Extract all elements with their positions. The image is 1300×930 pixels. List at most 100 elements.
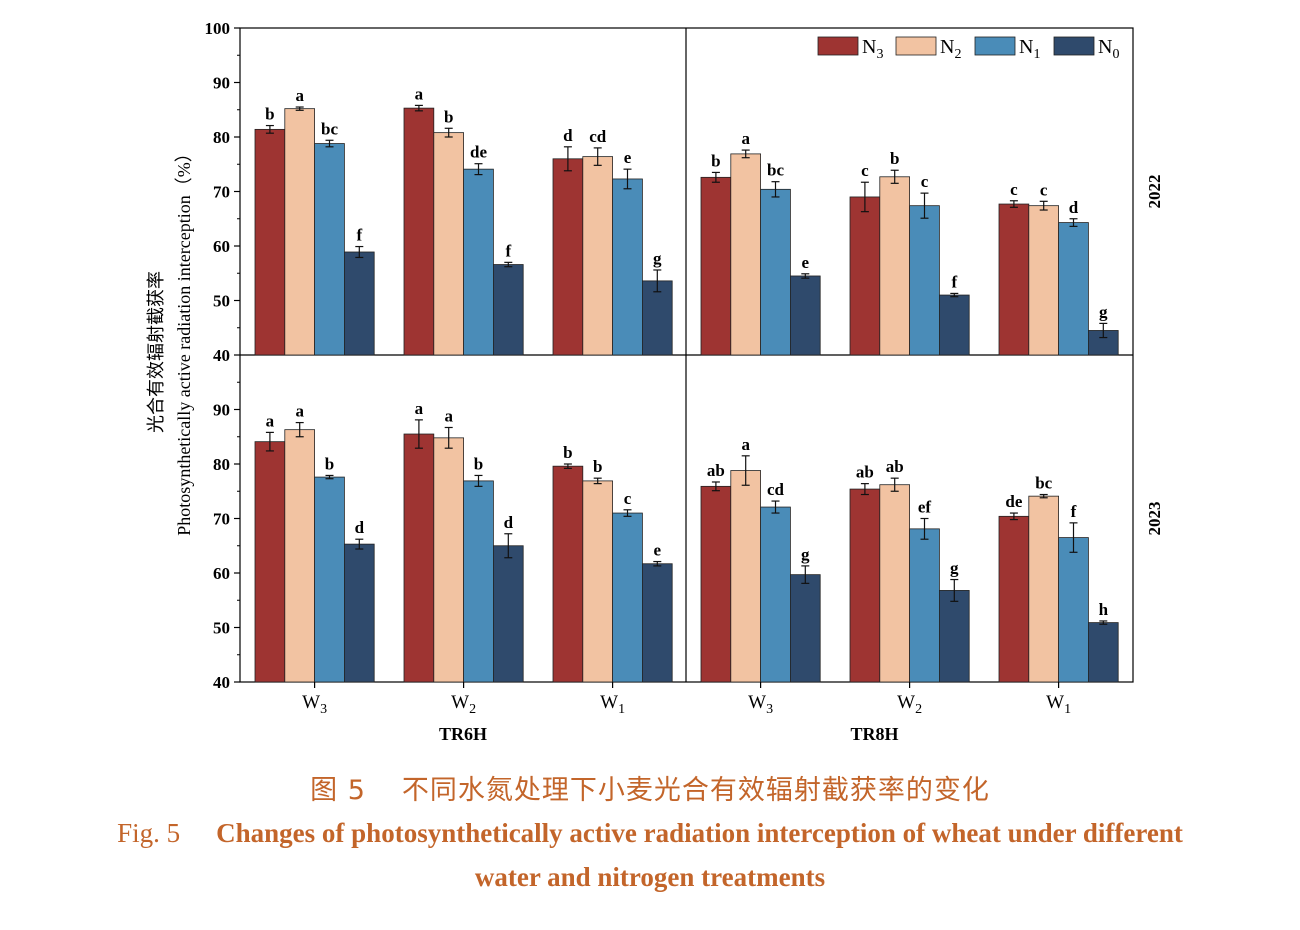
significance-letter: c: [1010, 180, 1018, 199]
y-tick-label: 90: [213, 401, 230, 420]
legend-swatch-N2: [895, 36, 937, 56]
legend-label-N0: N0: [1098, 36, 1119, 62]
legend-swatch-N3: [817, 36, 859, 56]
bar-2022-TR6H-W3-N3: [254, 128, 286, 356]
x-tick-label: W3: [302, 692, 327, 717]
significance-letter: b: [711, 151, 720, 170]
significance-letter: de: [1005, 492, 1022, 511]
y-tick-label: 80: [213, 455, 230, 474]
bar-2023-TR8H-W3-N2: [730, 470, 761, 683]
significance-letter: bc: [1035, 474, 1052, 493]
significance-letter: c: [1040, 180, 1048, 199]
significance-letter: f: [356, 226, 362, 245]
caption-cn-text: 不同水氮处理下小麦光合有效辐射截获率的变化: [401, 775, 990, 806]
significance-letter: a: [444, 406, 453, 425]
significance-letter: a: [295, 402, 304, 421]
bar-2022-TR6H-W3-N1: [314, 143, 345, 356]
row-label-2023: 2023: [1145, 502, 1164, 536]
significance-letter: ab: [856, 463, 874, 482]
significance-letter: a: [295, 86, 304, 105]
significance-letter: bc: [321, 119, 338, 138]
figure-caption-english-line1: Fig. 5 Changes of photosynthetically acti…: [0, 818, 1300, 849]
legend-swatch-N0: [1053, 36, 1095, 56]
legend-label-N3: N3: [862, 36, 883, 62]
bar-2023-TR8H-W1-N2: [1028, 495, 1060, 683]
figure-caption-english-line2: water and nitrogen treatments: [0, 862, 1300, 893]
y-tick-label: 90: [213, 74, 230, 93]
bar-2022-TR8H-W1-N3: [998, 203, 1030, 356]
bar-2022-TR6H-W1-N0: [642, 280, 673, 356]
legend-label-N2: N2: [940, 36, 961, 62]
significance-letter: ab: [886, 457, 904, 476]
significance-letter: e: [802, 253, 810, 272]
bar-2022-TR6H-W2-N0: [492, 264, 524, 356]
x-tick-label: W2: [451, 692, 476, 717]
significance-letter: b: [890, 149, 899, 168]
y-tick-label: 70: [213, 510, 230, 529]
bar-2022-TR8H-W1-N1: [1058, 222, 1089, 356]
significance-letter: a: [415, 399, 424, 418]
column-label-TR8H: TR8H: [850, 724, 898, 744]
y-tick-label: 50: [213, 619, 230, 638]
bar-2023-TR8H-W1-N0: [1088, 622, 1119, 683]
bar-2022-TR6H-W3-N2: [284, 108, 315, 356]
figure-caption-chinese: 图 5 不同水氮处理下小麦光合有效辐射截获率的变化: [0, 768, 1300, 807]
bar-2022-TR8H-W3-N1: [760, 188, 791, 356]
significance-letter: a: [266, 411, 275, 430]
significance-letter: b: [325, 454, 334, 473]
bar-2022-TR8H-W3-N0: [790, 275, 821, 356]
bar-2023-TR8H-W2-N1: [909, 528, 940, 683]
column-label-TR6H: TR6H: [439, 724, 487, 744]
bar-2023-TR6H-W3-N0: [343, 543, 375, 683]
caption-cn-label: 图 5: [310, 775, 366, 806]
x-tick-label: W1: [1046, 692, 1071, 717]
bar-2023-TR6H-W1-N0: [642, 563, 673, 683]
bar-2022-TR8H-W1-N2: [1028, 205, 1060, 356]
significance-letter: g: [801, 545, 810, 564]
significance-letter: d: [1069, 198, 1079, 217]
y-tick-label: 100: [205, 19, 231, 38]
row-label-2022: 2022: [1145, 175, 1164, 209]
significance-letter: b: [444, 107, 453, 126]
y-tick-label: 50: [213, 292, 230, 311]
significance-letter: g: [1099, 302, 1108, 321]
bar-2022-TR6H-W2-N3: [403, 107, 435, 356]
bar-2023-TR6H-W1-N3: [552, 465, 584, 683]
significance-letter: de: [470, 143, 487, 162]
significance-letter: bc: [767, 161, 784, 180]
bar-2022-TR6H-W1-N3: [552, 158, 584, 356]
legend-label-N1: N1: [1019, 36, 1040, 62]
bar-2022-TR6H-W2-N1: [463, 168, 494, 356]
significance-letter: a: [741, 129, 750, 148]
x-tick-label: W3: [748, 692, 773, 717]
significance-letter: cd: [589, 127, 607, 146]
significance-letter: d: [563, 126, 573, 145]
bar-2022-TR8H-W2-N0: [939, 294, 970, 356]
bar-2022-TR8H-W3-N2: [730, 153, 761, 356]
x-tick-label: W2: [897, 692, 922, 717]
bar-2022-TR6H-W1-N2: [582, 156, 613, 356]
significance-letter: g: [950, 559, 959, 578]
significance-letter: cd: [767, 480, 785, 499]
y-tick-label: 80: [213, 128, 230, 147]
significance-letter: a: [415, 84, 424, 103]
bar-2023-TR8H-W2-N3: [849, 488, 881, 683]
y-tick-label: 60: [213, 237, 230, 256]
y-tick-label: 40: [213, 346, 230, 365]
bar-2023-TR8H-W2-N2: [879, 484, 910, 683]
bar-2023-TR8H-W3-N1: [760, 506, 791, 683]
significance-letter: ef: [918, 498, 932, 517]
caption-en-label: Fig. 5: [117, 818, 181, 848]
significance-letter: b: [265, 105, 274, 124]
significance-letter: c: [921, 172, 929, 191]
significance-letter: e: [654, 541, 662, 560]
bar-2023-TR8H-W3-N0: [790, 574, 821, 683]
bar-2023-TR6H-W3-N2: [284, 429, 315, 683]
caption-en-text-1: Changes of photosynthetically active rad…: [216, 818, 1183, 848]
significance-letter: f: [505, 241, 511, 260]
bar-2023-TR8H-W3-N3: [700, 485, 732, 683]
bar-2022-TR8H-W3-N3: [700, 176, 732, 356]
bar-2023-TR8H-W2-N0: [939, 590, 970, 683]
bar-2023-TR6H-W2-N3: [403, 433, 435, 683]
